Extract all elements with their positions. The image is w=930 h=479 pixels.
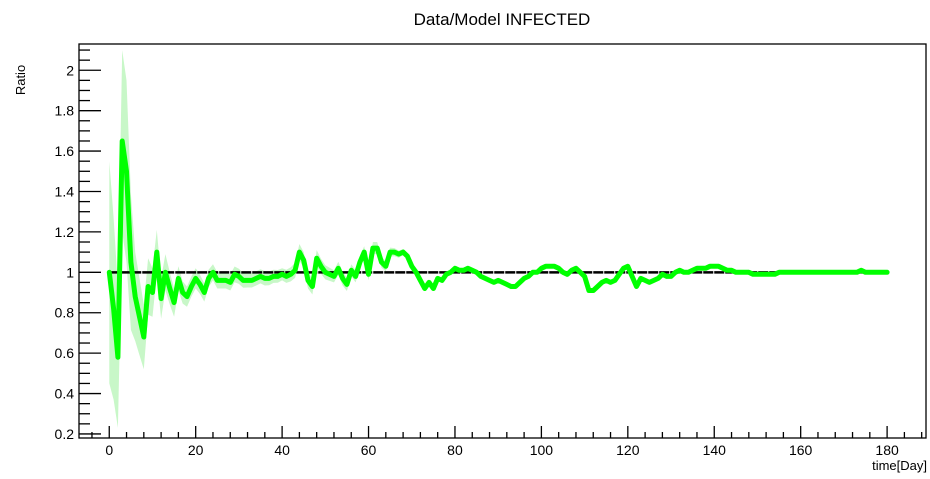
x-tick-label: 100	[530, 442, 554, 458]
x-axis: 0 20 40 60 80 100 120 140 160 180	[91, 426, 923, 458]
plot-frame	[78, 43, 927, 439]
y-tick-label: 1.8	[55, 103, 75, 119]
chart-title: Data/Model INFECTED	[414, 10, 591, 29]
y-tick-label: 0.6	[55, 345, 75, 361]
y-tick-label: 1	[66, 264, 74, 280]
uncertainty-band	[109, 50, 888, 428]
x-tick-label: 180	[875, 442, 899, 458]
y-tick-label: 1.4	[55, 183, 75, 199]
x-tick-label: 160	[789, 442, 813, 458]
x-tick-label: 60	[361, 442, 377, 458]
x-tick-label: 120	[616, 442, 640, 458]
x-tick-label: 140	[703, 442, 727, 458]
y-tick-label: 1.6	[55, 143, 75, 159]
y-tick-label: 1.2	[55, 224, 75, 240]
x-axis-title: time[Day]	[872, 458, 927, 473]
ratio-line	[106, 138, 890, 360]
y-axis: 0.2 0.4 0.6 0.8 1 1.2 1.4 1.6 1.8 2	[55, 49, 101, 442]
y-axis-title: Ratio	[13, 65, 28, 95]
y-tick-label: 0.2	[55, 426, 75, 442]
y-tick-label: 0.8	[55, 305, 75, 321]
uncertainty-band-layer	[109, 50, 888, 428]
x-tick-label: 80	[447, 442, 463, 458]
x-tick-label: 40	[274, 442, 290, 458]
y-tick-label: 2	[66, 62, 74, 78]
y-tick-label: 0.4	[55, 386, 75, 402]
x-tick-label: 20	[188, 442, 204, 458]
x-tick-label: 0	[105, 442, 113, 458]
ratio-line-layer	[106, 138, 890, 360]
